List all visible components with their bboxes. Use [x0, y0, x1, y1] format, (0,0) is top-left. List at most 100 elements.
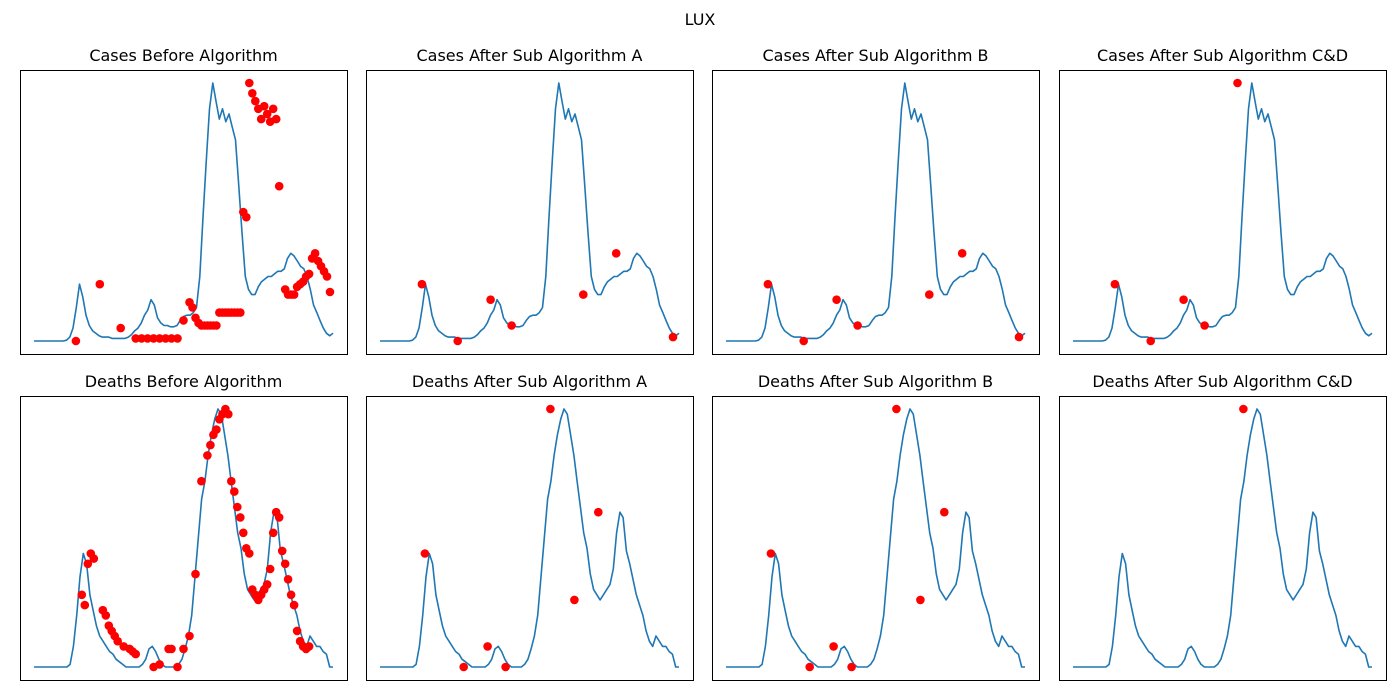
- extremum-marker: [501, 662, 510, 672]
- subplot-5: Deaths Before Algorithm: [20, 372, 348, 681]
- subplot-4: Cases After Sub Algorithm C&D: [1059, 46, 1387, 355]
- extremum-marker: [245, 549, 254, 558]
- extremum-marker: [173, 334, 182, 343]
- extremum-marker: [143, 334, 152, 343]
- extremum-marker: [179, 644, 188, 654]
- extremum-marker: [289, 600, 299, 610]
- extremum-marker: [283, 575, 293, 584]
- extremum-marker: [304, 642, 314, 651]
- extremum-marker: [459, 662, 469, 672]
- subplot-title: Deaths After Sub Algorithm A: [412, 372, 647, 391]
- extremum-marker: [239, 528, 248, 538]
- extremum-marker: [149, 334, 158, 343]
- series-line: [1073, 408, 1372, 668]
- extremum-marker: [173, 662, 182, 672]
- extremum-marker: [853, 321, 862, 330]
- extremum-marker: [1233, 78, 1242, 88]
- figure-suptitle: LUX: [684, 10, 716, 29]
- extremum-marker: [230, 487, 239, 496]
- extremum-marker: [224, 409, 233, 419]
- extremum-marker: [80, 600, 90, 610]
- axes-frame: [366, 70, 694, 355]
- axes-frame: [20, 70, 348, 355]
- extremum-marker: [277, 546, 287, 556]
- extremum-marker: [179, 316, 188, 325]
- extremum-marker: [483, 642, 492, 651]
- extremum-marker: [236, 513, 245, 522]
- extremum-marker: [763, 279, 773, 289]
- extremum-marker: [453, 336, 463, 346]
- extremum-marker: [507, 321, 516, 330]
- series-line: [1073, 82, 1373, 342]
- extremum-marker: [766, 549, 776, 558]
- extremum-marker: [268, 528, 278, 538]
- series-line: [34, 408, 333, 668]
- subplot-title: Cases After Sub Algorithm A: [416, 46, 642, 65]
- extremum-marker: [304, 269, 314, 279]
- axes-frame: [1059, 70, 1387, 355]
- extremum-marker: [594, 507, 603, 517]
- extremum-marker: [262, 580, 272, 589]
- extremum-marker: [77, 590, 87, 600]
- extremum-marker: [245, 78, 254, 88]
- extremum-marker: [233, 502, 242, 512]
- extremum-marker: [155, 660, 164, 669]
- extremum-marker: [101, 611, 111, 620]
- extremum-marker: [940, 507, 949, 517]
- extremum-marker: [265, 564, 275, 574]
- extremum-marker: [892, 404, 901, 414]
- subplot-title: Deaths After Sub Algorithm C&D: [1092, 372, 1352, 391]
- extremum-marker: [417, 279, 427, 289]
- extremum-marker: [274, 181, 284, 191]
- extremum-marker: [259, 101, 269, 111]
- axes-frame: [366, 396, 694, 681]
- extremum-marker: [957, 249, 967, 258]
- extremum-marker: [668, 332, 678, 342]
- extremum-marker: [212, 425, 221, 434]
- extremum-marker: [420, 549, 430, 558]
- subplot-title: Cases After Sub Algorithm C&D: [1097, 46, 1348, 65]
- series-line: [380, 82, 680, 342]
- extremum-marker: [167, 334, 176, 343]
- extremum-marker: [799, 336, 808, 346]
- extremum-marker: [131, 649, 140, 659]
- extremum-marker: [570, 595, 579, 605]
- extremum-marker: [95, 279, 105, 289]
- extremum-marker: [251, 96, 260, 106]
- extremum-marker: [1014, 332, 1024, 342]
- extremum-marker: [925, 290, 934, 299]
- extremum-marker: [188, 303, 197, 312]
- subplot-title: Cases Before Algorithm: [89, 46, 277, 65]
- extremum-marker: [268, 104, 278, 114]
- extremum-marker: [832, 295, 841, 305]
- extremum-marker: [116, 323, 125, 333]
- subplot-6: Deaths After Sub Algorithm A: [366, 372, 694, 681]
- extremum-marker: [546, 404, 555, 414]
- extremum-marker: [611, 249, 621, 258]
- extremum-marker: [579, 290, 588, 299]
- extremum-marker: [310, 249, 320, 258]
- extremum-marker: [1110, 279, 1120, 289]
- extremum-marker: [155, 334, 164, 343]
- extremum-marker: [89, 554, 99, 563]
- extremum-marker: [829, 642, 838, 651]
- extremum-marker: [197, 476, 206, 486]
- extremum-marker: [916, 595, 925, 605]
- series-line: [726, 82, 1026, 342]
- extremum-marker: [131, 334, 140, 343]
- extremum-marker: [1179, 295, 1188, 305]
- extremum-marker: [280, 559, 290, 569]
- series-line: [34, 82, 334, 342]
- extremum-marker: [71, 336, 81, 346]
- extremum-marker: [137, 334, 146, 343]
- subplot-8: Deaths After Sub Algorithm C&D: [1059, 372, 1387, 681]
- subplot-title: Deaths Before Algorithm: [85, 372, 283, 391]
- subplot-title: Deaths After Sub Algorithm B: [758, 372, 993, 391]
- extremum-marker: [292, 626, 302, 636]
- series-line: [726, 408, 1025, 668]
- extremum-marker: [322, 272, 332, 281]
- extremum-marker: [212, 321, 221, 330]
- extremum-marker: [185, 631, 194, 641]
- extremum-marker: [1146, 336, 1155, 346]
